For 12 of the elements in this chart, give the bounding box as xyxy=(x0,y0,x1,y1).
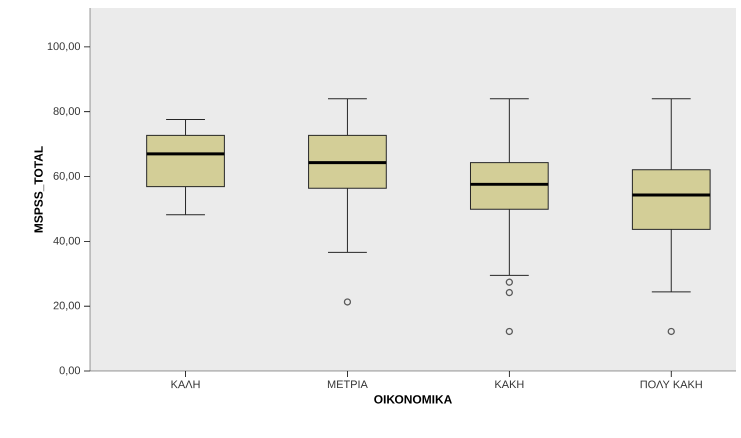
y-tick-label: 60,00 xyxy=(54,172,80,182)
y-tick-label: 80,00 xyxy=(54,107,80,116)
x-tick-label: ΠΟΛΥ ΚΑΚΗ xyxy=(640,380,702,388)
y-tick-label: 40,00 xyxy=(53,236,80,246)
x-tick-label: ΚΑΛΗ xyxy=(172,380,200,388)
y-axis-title: MSPSS_TOTAL xyxy=(34,146,44,232)
y-tick-label: 100,00 xyxy=(48,42,80,52)
x-tick-label: ΚΑΚΗ xyxy=(495,380,524,388)
x-axis-title: ΟΙΚΟΝΟΜΙΚΑ xyxy=(374,395,452,404)
y-tick-label: 0,00 xyxy=(60,366,80,376)
y-tick-label: 20,00 xyxy=(54,302,80,311)
x-tick-label: ΜΕΤΡΙΑ xyxy=(328,380,368,388)
